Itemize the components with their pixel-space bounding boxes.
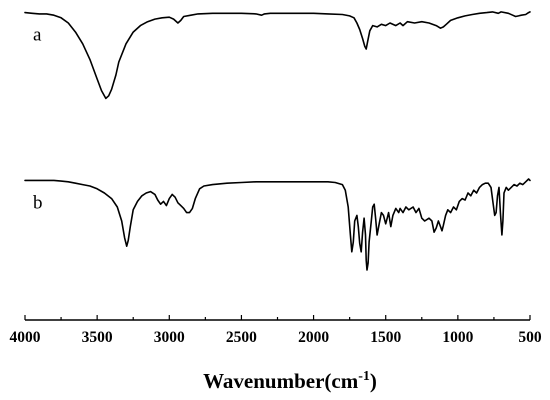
series-a-label: a [33,25,42,46]
series-b-line [24,178,531,271]
x-axis-title: Wavenumber(cm-1) [203,369,377,393]
series-layer: ab [24,11,531,271]
x-tick-label: 2500 [226,329,257,346]
x-tick-label: 1500 [370,329,401,346]
x-tick-label: 2000 [298,329,329,346]
x-tick-label: 500 [518,329,542,346]
x-tick-label: 4000 [10,329,41,346]
x-tick-label: 3000 [154,329,185,346]
x-tick-label: 1000 [442,329,473,346]
series-b-label: b [33,192,43,213]
x-axis: 4000 3500 3000 2500 2000 1500 1000 500 [10,315,542,346]
series-a-line [24,11,531,100]
x-tick-label: 3500 [82,329,113,346]
